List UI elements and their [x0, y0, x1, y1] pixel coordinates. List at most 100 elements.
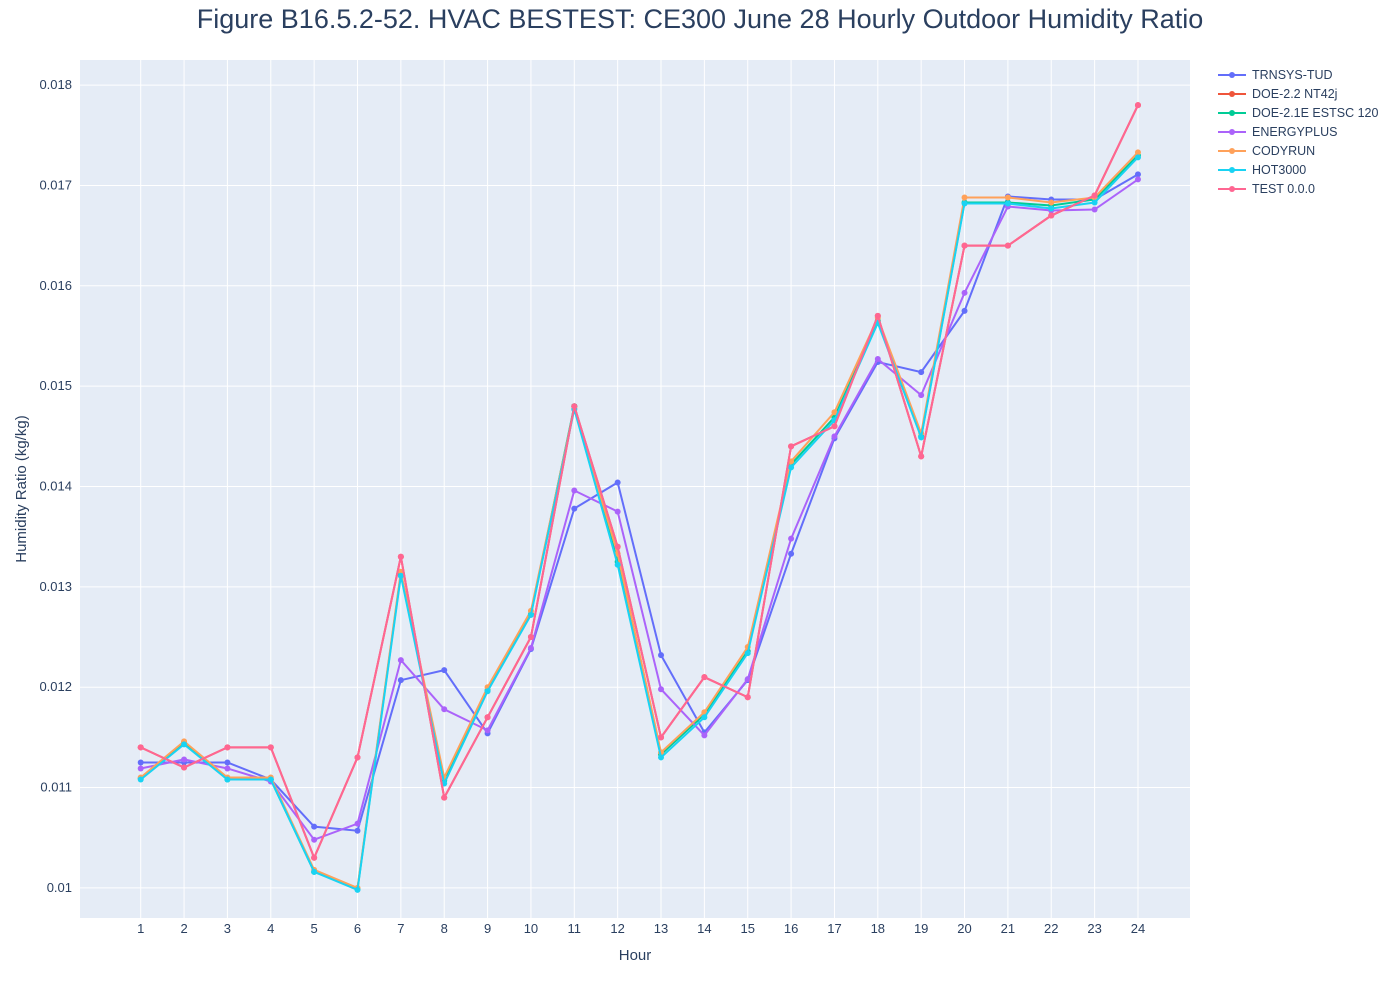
legend-label: DOE-2.1E ESTSC 120 — [1252, 106, 1378, 120]
data-point — [658, 686, 665, 693]
x-tick-label: 20 — [957, 921, 971, 936]
x-tick-label: 23 — [1087, 921, 1101, 936]
plot-background — [80, 60, 1190, 918]
x-tick-label: 2 — [180, 921, 187, 936]
data-point — [961, 200, 968, 207]
data-point — [527, 645, 534, 652]
data-point — [831, 433, 838, 440]
data-point — [701, 732, 708, 739]
y-axis-title: Humidity Ratio (kg/kg) — [13, 415, 30, 563]
y-tick-label: 0.018 — [39, 77, 72, 92]
x-tick-label: 11 — [568, 921, 582, 936]
data-point — [311, 836, 318, 843]
data-point — [137, 765, 144, 772]
x-tick-label: 19 — [914, 921, 928, 936]
data-point — [918, 369, 925, 376]
x-tick-label: 3 — [224, 921, 231, 936]
data-point — [788, 464, 795, 471]
data-point — [224, 765, 231, 772]
series-line — [140, 156, 1139, 892]
legend-swatch-marker — [1229, 186, 1235, 192]
data-point — [527, 634, 534, 641]
x-tick-label: 4 — [267, 921, 274, 936]
data-point — [571, 487, 578, 494]
series-line — [140, 178, 1139, 841]
data-point — [354, 820, 361, 827]
series-hot3000 — [137, 154, 1141, 893]
legend[interactable]: TRNSYS-TUD DOE-2.2 NT42j DOE-2.1E ESTSC 12… — [1218, 68, 1378, 196]
data-point — [701, 674, 708, 681]
data-point — [181, 756, 188, 763]
data-point — [1134, 171, 1141, 178]
x-tick-label: 14 — [697, 921, 711, 936]
data-point — [744, 694, 751, 701]
legend-label: DOE-2.2 NT42j — [1252, 87, 1337, 101]
y-tick-label: 0.013 — [39, 579, 72, 594]
x-tick-label: 8 — [441, 921, 448, 936]
legend-item[interactable]: TRNSYS-TUD — [1218, 68, 1333, 82]
y-tick-label: 0.016 — [39, 278, 72, 293]
data-point — [701, 714, 708, 721]
series-energyplus — [137, 176, 1141, 843]
data-point — [614, 508, 621, 515]
data-point — [874, 356, 881, 363]
legend-swatch-marker — [1229, 129, 1235, 135]
x-tick-label: 24 — [1131, 921, 1145, 936]
x-tick-label: 6 — [354, 921, 361, 936]
data-point — [267, 744, 274, 751]
data-point — [1048, 199, 1055, 206]
x-tick-label: 9 — [484, 921, 491, 936]
y-axis-ticks: 0.01 0.011 0.012 0.013 0.014 0.015 0.016 0.017 0… — [39, 77, 72, 895]
series-test-0-0-0 — [137, 102, 1141, 861]
data-point — [614, 561, 621, 568]
data-point — [354, 827, 361, 834]
legend-item[interactable]: TEST 0.0.0 — [1218, 182, 1315, 196]
legend-item[interactable]: HOT3000 — [1218, 163, 1306, 177]
data-point — [354, 754, 361, 761]
x-tick-label: 12 — [610, 921, 624, 936]
legend-label: HOT3000 — [1252, 163, 1306, 177]
x-tick-label: 10 — [524, 921, 538, 936]
data-point — [224, 776, 231, 783]
legend-label: TRNSYS-TUD — [1252, 68, 1333, 82]
legend-swatch-marker — [1229, 72, 1235, 78]
legend-item[interactable]: CODYRUN — [1218, 144, 1315, 158]
data-point — [1048, 212, 1055, 219]
y-tick-label: 0.012 — [39, 679, 72, 694]
legend-item[interactable]: DOE-2.1E ESTSC 120 — [1218, 106, 1378, 120]
data-point — [788, 535, 795, 542]
data-point — [831, 423, 838, 430]
data-point — [918, 392, 925, 399]
data-point — [788, 550, 795, 557]
data-point — [1134, 102, 1141, 109]
data-point — [614, 543, 621, 550]
data-point — [1091, 192, 1098, 199]
x-tick-label: 18 — [871, 921, 885, 936]
data-point — [831, 409, 838, 416]
data-point — [311, 868, 318, 875]
x-axis-title: Hour — [619, 947, 652, 964]
data-point — [137, 776, 144, 783]
legend-item[interactable]: DOE-2.2 NT42j — [1218, 87, 1337, 101]
data-point — [484, 727, 491, 734]
chart-title: Figure B16.5.2-52. HVAC BESTEST: CE300 J… — [196, 4, 1204, 34]
data-point — [397, 677, 404, 684]
data-point — [1048, 205, 1055, 212]
data-point — [571, 505, 578, 512]
x-tick-label: 16 — [784, 921, 798, 936]
legend-item[interactable]: ENERGYPLUS — [1218, 125, 1337, 139]
data-point — [658, 754, 665, 761]
data-point — [137, 744, 144, 751]
data-point — [267, 776, 274, 783]
data-point — [527, 611, 534, 618]
data-point — [961, 289, 968, 296]
data-point — [224, 759, 231, 766]
x-tick-label: 7 — [397, 921, 404, 936]
data-point — [744, 650, 751, 657]
data-point — [181, 741, 188, 748]
data-point — [961, 194, 968, 201]
y-tick-label: 0.01 — [47, 880, 72, 895]
data-point — [918, 453, 925, 460]
legend-swatch-marker — [1229, 110, 1235, 116]
x-tick-label: 21 — [1001, 921, 1015, 936]
